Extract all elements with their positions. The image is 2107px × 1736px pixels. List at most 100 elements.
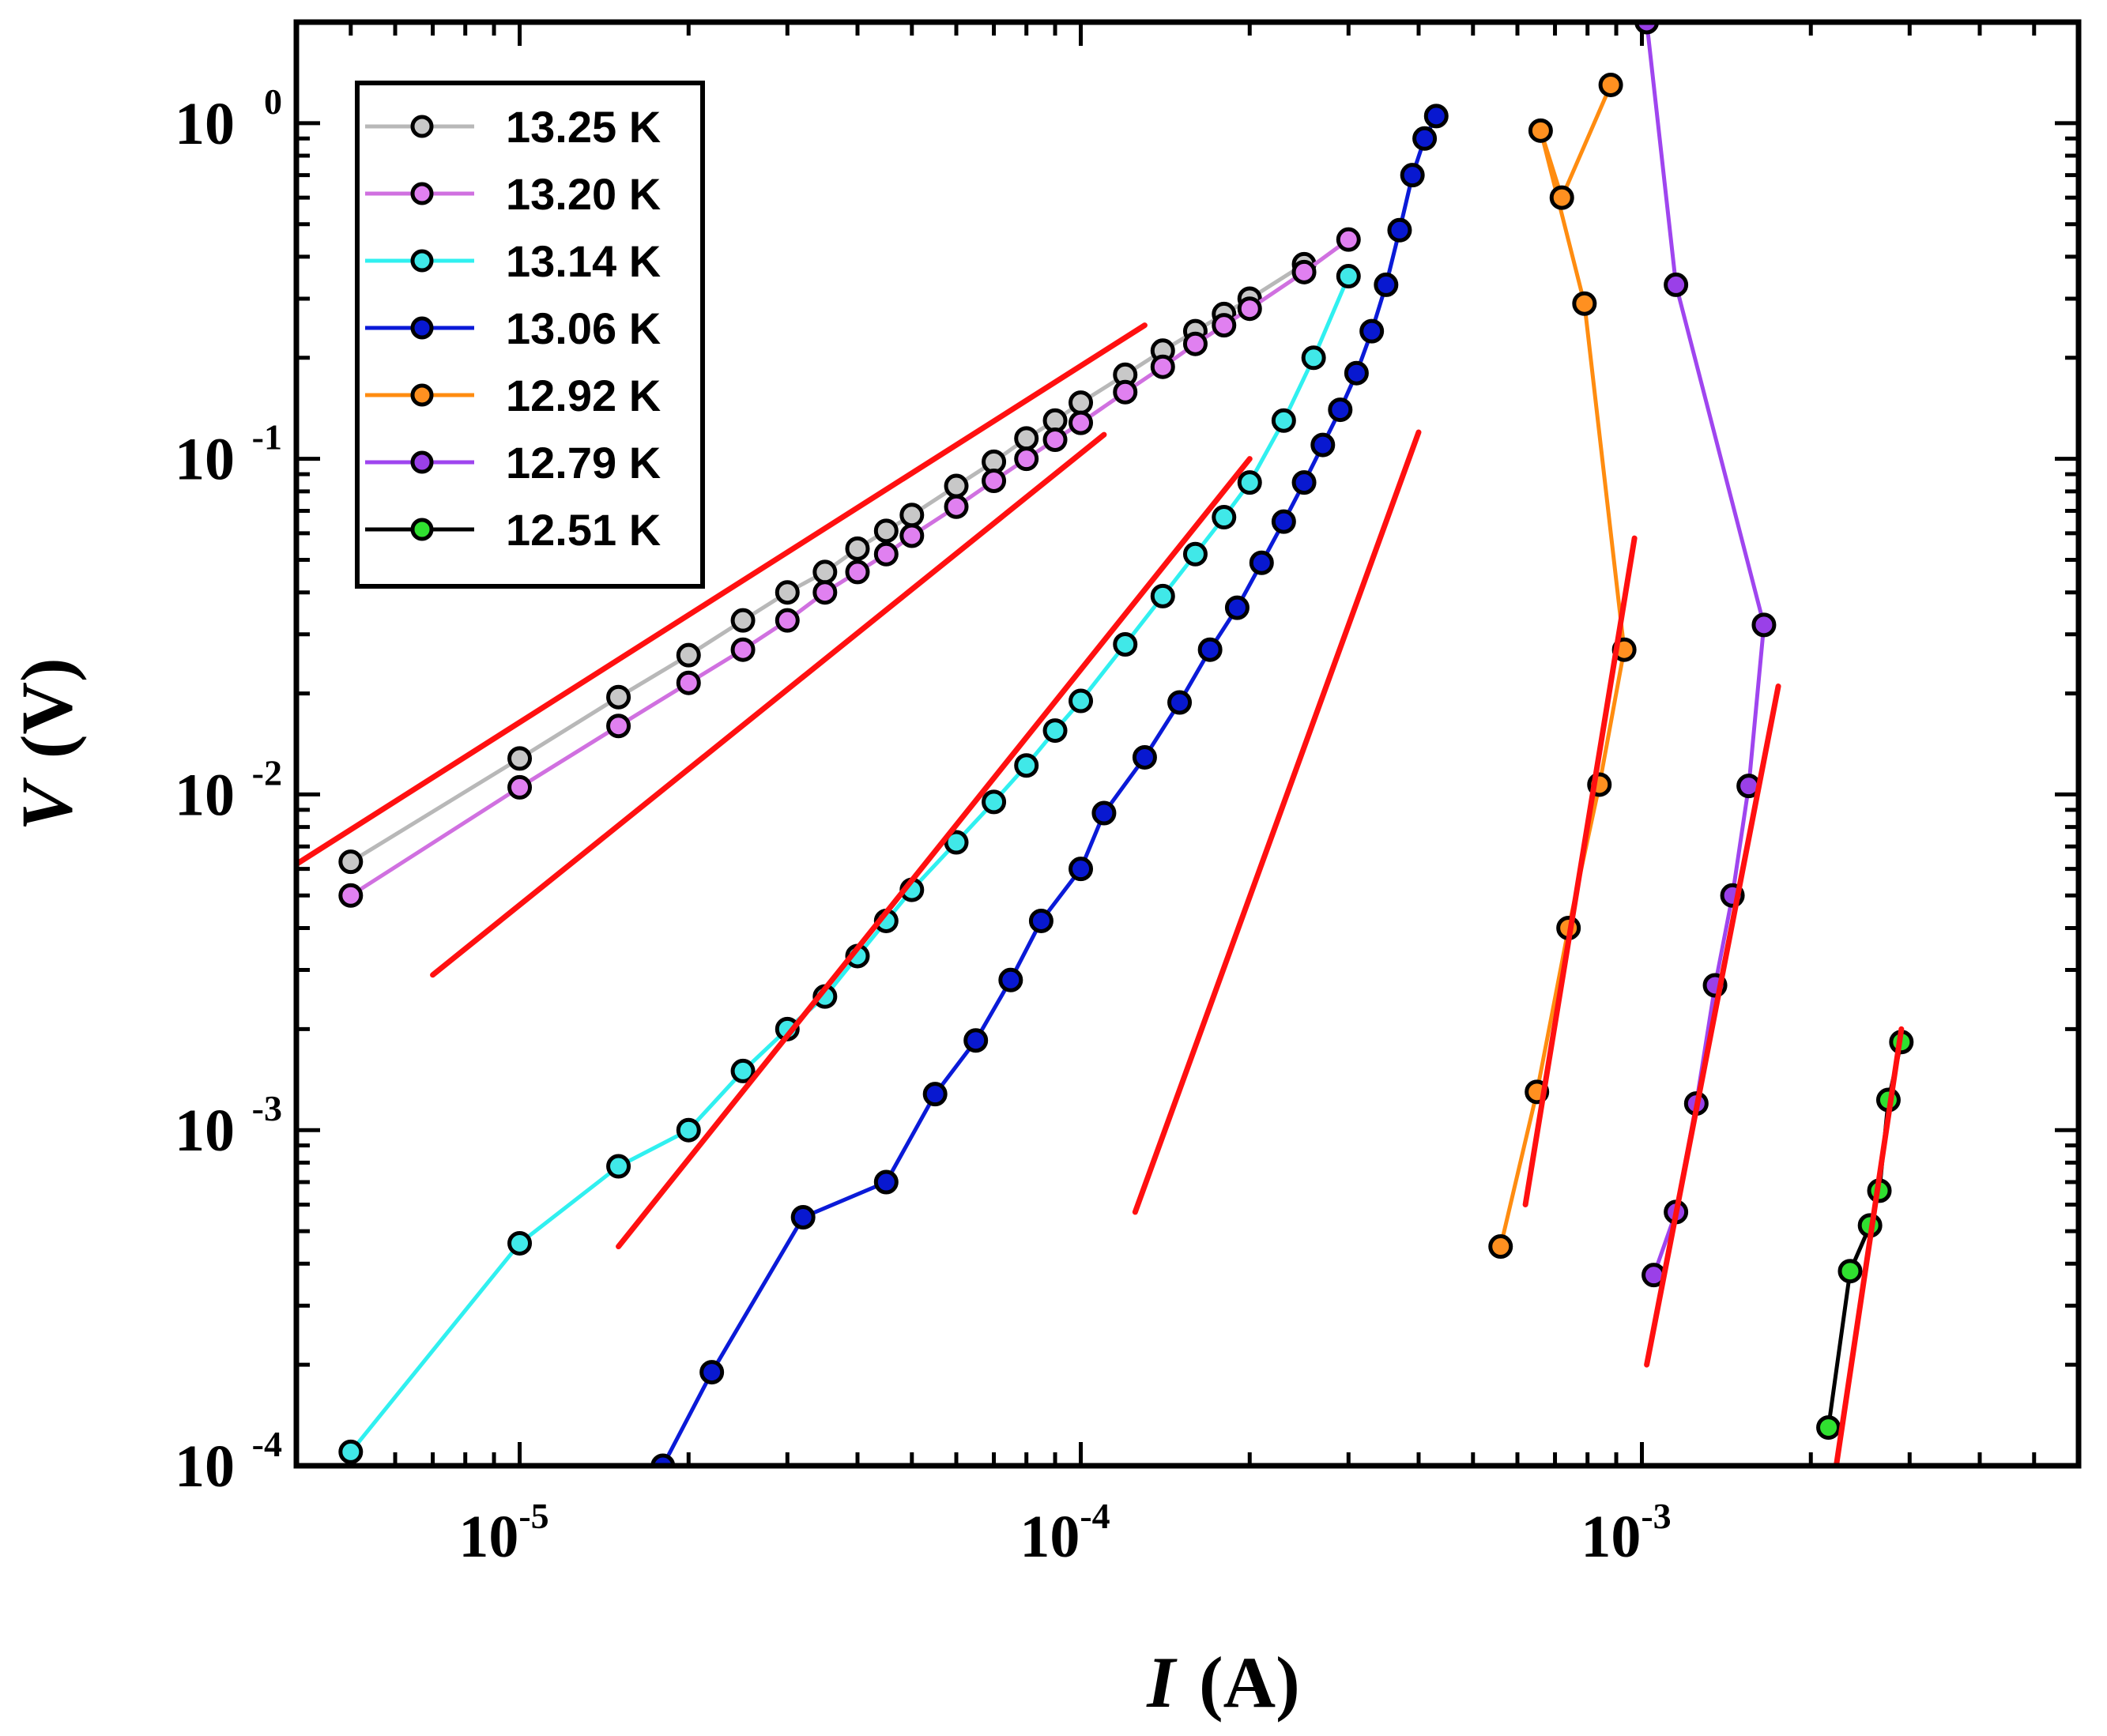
- legend-label: 12.92 K: [506, 371, 661, 420]
- fit-lines: [296, 322, 1905, 1466]
- data-point: [1249, 550, 1274, 575]
- data-point: [944, 494, 969, 519]
- x-tick-base: 10: [1581, 1504, 1641, 1570]
- data-point: [507, 1230, 533, 1256]
- x-tick-exp: -4: [1080, 1496, 1110, 1536]
- data-point: [1224, 595, 1250, 620]
- x-axis-unit: (A): [1199, 1642, 1300, 1723]
- data-point: [1091, 800, 1117, 826]
- data-point: [944, 830, 969, 855]
- data-point: [1412, 126, 1438, 151]
- legend-entry: 13.20 K: [365, 169, 661, 219]
- data-point: [606, 1154, 631, 1179]
- fit-line: [616, 456, 1253, 1250]
- data-point: [1237, 296, 1262, 322]
- legend-swatch-marker: [410, 518, 434, 541]
- y-axis-symbol: V: [6, 778, 87, 831]
- data-point: [676, 1117, 701, 1143]
- legend-swatch-marker: [410, 182, 434, 205]
- fit-line: [1644, 683, 1781, 1368]
- data-point: [1042, 427, 1068, 452]
- legend-label: 13.14 K: [506, 236, 661, 286]
- data-point: [730, 1058, 756, 1083]
- legend-entry: 13.25 K: [365, 102, 661, 152]
- data-point: [1400, 163, 1425, 188]
- data-point: [1838, 1259, 1863, 1284]
- y-tick-exp: -1: [252, 417, 282, 458]
- data-point: [1167, 690, 1193, 715]
- data-point: [1291, 470, 1317, 495]
- fit-line: [1522, 535, 1638, 1207]
- data-point: [1069, 688, 1094, 714]
- y-tick-base: 10: [175, 91, 235, 157]
- legend-swatch-marker: [410, 450, 434, 474]
- data-point: [1014, 446, 1039, 472]
- data-point: [1042, 718, 1068, 744]
- data-point: [730, 608, 756, 633]
- data-point: [1816, 1415, 1841, 1440]
- data-point: [338, 849, 364, 875]
- legend-entry: 13.06 K: [365, 303, 661, 353]
- data-point: [1328, 397, 1353, 423]
- fit-line: [296, 322, 1148, 868]
- x-tick-label: 10-5: [458, 1496, 548, 1570]
- data-point: [606, 714, 631, 739]
- legend-label: 13.25 K: [506, 102, 661, 152]
- legend-entry: 13.14 K: [365, 236, 661, 286]
- data-point: [982, 789, 1007, 815]
- data-point: [338, 883, 364, 908]
- legend-swatch-marker: [410, 249, 434, 273]
- fit-line: [1833, 1026, 1905, 1466]
- data-point: [1113, 631, 1138, 657]
- data-point: [676, 670, 701, 695]
- series-line: [661, 115, 1438, 1466]
- data-point: [1237, 470, 1262, 495]
- x-axis-title: I (A): [1146, 1642, 1300, 1723]
- data-point: [1014, 753, 1039, 778]
- series-4: [1488, 72, 1637, 1260]
- y-tick-base: 10: [175, 762, 235, 828]
- legend-swatch-marker: [410, 115, 434, 138]
- data-point: [1549, 185, 1574, 210]
- series-3: [650, 104, 1449, 1466]
- series-line: [349, 238, 1350, 898]
- data-point: [1336, 227, 1361, 252]
- data-point: [873, 518, 899, 544]
- legend-swatch-marker: [410, 383, 434, 407]
- data-point: [1014, 426, 1039, 451]
- data-point: [1182, 541, 1208, 567]
- series-6: [1816, 1030, 1914, 1440]
- series-layer: [338, 22, 1914, 1466]
- data-point: [1336, 264, 1361, 289]
- legend-label: 12.79 K: [506, 438, 661, 488]
- data-point: [1310, 432, 1336, 458]
- data-point: [507, 746, 533, 771]
- data-point: [1271, 408, 1296, 433]
- data-point: [1150, 354, 1175, 379]
- data-point: [944, 473, 969, 499]
- data-point: [1271, 509, 1296, 534]
- data-point: [1572, 291, 1597, 316]
- y-tick-label: 10: [175, 1433, 235, 1500]
- series-2: [338, 264, 1361, 1464]
- data-point: [507, 774, 533, 800]
- legend: 13.25 K 13.20 K 13.14 K 13.06 K 12.92 K 12.79…: [355, 81, 705, 589]
- legend-label: 13.20 K: [506, 169, 661, 219]
- data-point: [1182, 331, 1208, 356]
- x-axis-symbol: I: [1146, 1642, 1178, 1723]
- data-point: [899, 503, 925, 528]
- series-0: [338, 251, 1317, 875]
- data-point: [1751, 612, 1777, 638]
- y-axis-title: V (V): [6, 657, 87, 830]
- legend-label: 13.06 K: [506, 303, 661, 353]
- y-tick-base: 10: [175, 1433, 235, 1500]
- data-point: [1374, 272, 1399, 297]
- legend-label: 12.51 K: [506, 505, 661, 555]
- data-point: [873, 1169, 899, 1195]
- data-point: [1387, 217, 1412, 243]
- data-point: [730, 637, 756, 662]
- data-point: [1664, 272, 1689, 297]
- series-line: [1498, 84, 1626, 1248]
